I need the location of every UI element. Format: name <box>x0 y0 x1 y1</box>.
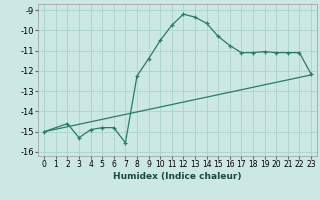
X-axis label: Humidex (Indice chaleur): Humidex (Indice chaleur) <box>113 172 242 181</box>
